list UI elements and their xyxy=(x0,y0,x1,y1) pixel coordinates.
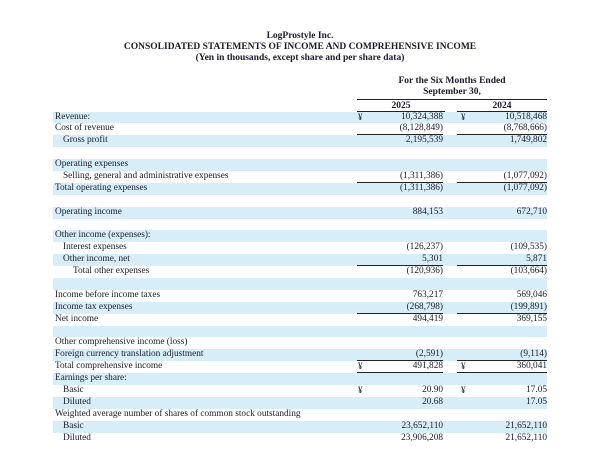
table-row: Basic 23,652,110 21,652,110 xyxy=(53,420,548,433)
row-label: Operating income xyxy=(55,206,122,217)
year-2024-header: 2024 xyxy=(457,101,547,112)
value-2024: (1,077,092) xyxy=(503,182,547,193)
table-row: Net income 494,419 369,155 xyxy=(53,314,547,326)
value-2024: (199,891) xyxy=(457,302,547,314)
row-label: Selling, general and administrative expe… xyxy=(63,170,229,181)
spacer-row xyxy=(53,147,547,159)
value-2025: (8,128,849) xyxy=(357,123,443,136)
row-label: Diluted xyxy=(63,432,91,443)
row-label: Cost of revenue xyxy=(55,123,114,134)
table-row: Interest expenses (126,237) (109,535) xyxy=(53,242,547,254)
value-2025: 10,324,388 xyxy=(401,111,443,122)
row-label: Net income xyxy=(55,313,99,324)
value-2024: (103,664) xyxy=(510,266,547,277)
value-2025: 23,906,208 xyxy=(401,432,443,443)
value-2025: (1,311,386) xyxy=(399,182,443,193)
value-2024: 672,710 xyxy=(516,206,547,217)
table-row: Other income (expenses): xyxy=(53,230,547,243)
table-row: Income tax expenses (268,798) (199,891) xyxy=(53,301,547,314)
currency-symbol: ¥ xyxy=(461,111,466,122)
table-row: Gross profit 2,195,539 1,749,802 xyxy=(53,135,547,148)
value-2024: 10,518,468 xyxy=(505,111,547,122)
value-2024: 21,652,110 xyxy=(505,420,548,431)
table-row: Revenue: ¥ ¥10,324,388 10,518,468 xyxy=(53,111,547,124)
row-label: Basic xyxy=(63,420,84,431)
value-2025: 20.90 xyxy=(422,384,443,395)
table-row: Total other expenses (120,936) (103,664) xyxy=(53,266,547,278)
currency-symbol: ¥ xyxy=(358,111,363,122)
currency-symbol: ¥ xyxy=(358,384,363,395)
value-2024: 369,155 xyxy=(516,313,547,324)
value-2024: (8,768,666) xyxy=(457,123,547,136)
row-label: Interest expenses xyxy=(63,242,127,253)
value-2025: (2,591) xyxy=(357,349,443,362)
value-2025: 5,301 xyxy=(357,254,443,267)
row-label: Earnings per share: xyxy=(55,373,127,384)
units-note: (Yen in thousands, except share and per … xyxy=(195,53,405,63)
period-heading: For the Six Months Ended xyxy=(398,76,506,86)
spacer-row xyxy=(53,219,547,231)
year-2025-header: 2025 xyxy=(357,101,445,112)
row-label: Total other expenses xyxy=(73,266,150,277)
currency-symbol: ¥ xyxy=(358,361,363,372)
value-2025: (120,936) xyxy=(406,266,443,277)
row-label: Operating expenses xyxy=(55,159,129,170)
row-label: Foreign currency translation adjustment xyxy=(55,349,204,360)
row-label: Total comprehensive income xyxy=(55,361,163,372)
table-row: Income before income taxes 763,217 569,046 xyxy=(53,290,547,302)
row-label: Diluted xyxy=(63,396,91,407)
value-2024: 21,652,110 xyxy=(505,432,548,443)
table-row: Other income, net 5,301 5,871 xyxy=(53,254,547,267)
value-2024: 17.05 xyxy=(526,396,547,407)
statement-title: CONSOLIDATED STATEMENTS OF INCOME AND CO… xyxy=(123,42,477,52)
row-label: Revenue: xyxy=(55,111,91,122)
value-2025: (126,237) xyxy=(406,242,443,253)
company-name: LogProstyle Inc. xyxy=(266,31,334,41)
value-2025: (268,798) xyxy=(357,302,443,314)
spacer-row xyxy=(53,277,547,290)
table-row: Operating income 884,153 672,710 xyxy=(53,206,547,219)
value-2024: (109,535) xyxy=(510,242,547,253)
table-row: Diluted 23,906,208 21,652,110 xyxy=(53,433,547,445)
value-2025: 20.68 xyxy=(422,396,443,407)
row-label: Gross profit xyxy=(63,135,108,146)
value-2025: 494,419 xyxy=(412,313,443,324)
spacer-row xyxy=(53,325,547,338)
value-2025: (1,311,386) xyxy=(357,171,443,183)
table-row: Operating expenses xyxy=(53,159,547,171)
table-row: Total operating expenses (1,311,386) (1,07… xyxy=(53,182,547,195)
table-row: Cost of revenue (8,128,849) (8,768,666) xyxy=(53,123,547,136)
row-label: Weighted average number of shares of com… xyxy=(55,408,301,419)
value-2025: 2,195,539 xyxy=(405,135,443,146)
table-row: Basic ¥ ¥20.90 17.05 xyxy=(53,385,547,397)
currency-symbol: ¥ xyxy=(461,384,466,395)
value-2024: 5,871 xyxy=(457,254,547,267)
value-2024: 17.05 xyxy=(526,384,547,395)
table-row: Weighted average number of shares of com… xyxy=(53,409,547,421)
row-label: Total operating expenses xyxy=(55,182,148,193)
value-2024: 1,749,802 xyxy=(509,135,547,146)
row-label: Other income, net xyxy=(63,254,130,265)
period-date: September 30, xyxy=(357,87,547,100)
row-label: Other income (expenses): xyxy=(55,230,151,241)
table-row: Selling, general and administrative expe… xyxy=(53,171,547,183)
value-2025: 763,217 xyxy=(412,289,443,300)
table-row: Earnings per share: xyxy=(53,373,547,385)
row-label: Income tax expenses xyxy=(55,301,133,312)
value-2025: 884,153 xyxy=(412,206,443,217)
currency-symbol: ¥ xyxy=(461,361,466,372)
table-row: Total comprehensive income ¥ ¥491,828 360,0… xyxy=(53,361,547,376)
table-row: Other comprehensive income (loss) xyxy=(53,337,547,349)
row-label: Income before income taxes xyxy=(55,289,161,300)
spacer-row xyxy=(53,195,547,207)
row-label: Other comprehensive income (loss) xyxy=(55,337,188,348)
income-statement-table: Revenue: ¥ ¥10,324,388 10,518,468 Cost of re… xyxy=(53,111,548,445)
value-2025: 23,652,110 xyxy=(401,420,444,431)
table-row: Foreign currency translation adjustment (… xyxy=(53,349,547,362)
row-label: Basic xyxy=(63,384,84,395)
value-2024: (9,114) xyxy=(457,349,547,362)
value-2024: (1,077,092) xyxy=(457,171,547,183)
table-row: Diluted 20.68 17.05 xyxy=(53,396,547,409)
value-2024: 569,046 xyxy=(516,289,547,300)
